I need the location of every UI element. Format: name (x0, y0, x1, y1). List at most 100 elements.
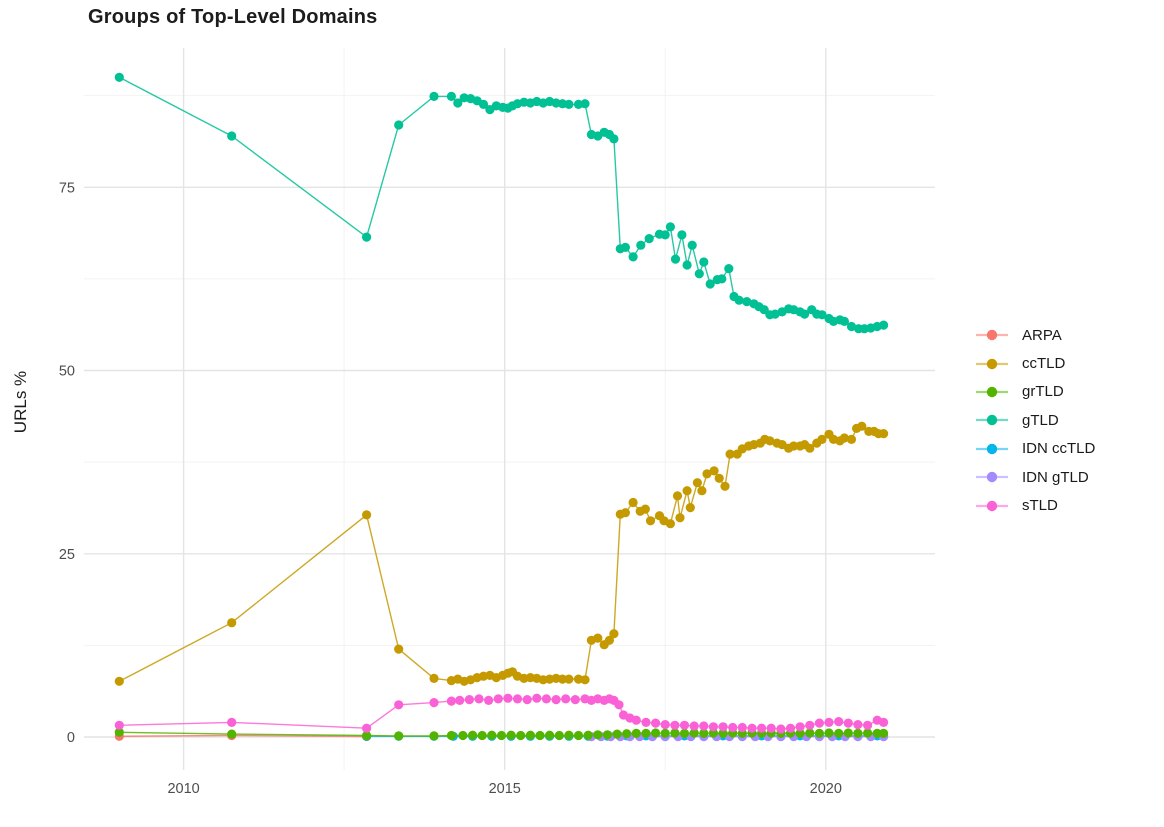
data-point-gtld (665, 222, 676, 232)
data-point-gtld (114, 72, 124, 82)
data-point-gtld (446, 91, 456, 101)
data-point-cctld (114, 676, 124, 686)
legend-item-gtld: gTLD (974, 406, 1095, 434)
chart-title: Groups of Top-Level Domains (88, 6, 378, 28)
data-point-grtld (573, 730, 584, 741)
data-point-gtld (717, 274, 727, 284)
legend-label-arpa: ARPA (1022, 326, 1062, 344)
data-point-stld (728, 722, 738, 733)
legend-label-idn-cctld: IDN ccTLD (1022, 440, 1096, 458)
data-point-grtld (689, 728, 699, 738)
data-point-gtld (670, 254, 681, 264)
legend-label-grtld: grTLD (1022, 383, 1064, 401)
data-point-stld (863, 720, 873, 730)
data-point-stld (493, 694, 503, 704)
data-point-stld (747, 723, 757, 733)
data-point-grtld (660, 728, 670, 739)
data-point-gtld (817, 310, 827, 320)
gridlines-minor (84, 48, 935, 770)
data-point-grtld (227, 729, 237, 739)
data-point-stld (522, 695, 532, 705)
data-point-gtld (628, 252, 638, 262)
data-point-grtld (516, 730, 526, 741)
data-point-stld (614, 700, 624, 710)
legend-label-cctld: ccTLD (1022, 355, 1066, 373)
data-point-grtld (795, 728, 805, 739)
data-point-stld (532, 693, 542, 703)
legend-key-stld (976, 500, 1008, 511)
data-point-cctld (593, 633, 603, 643)
x-tick-label: 2020 (810, 781, 842, 797)
data-point-stld (737, 722, 747, 733)
data-point-gtld (453, 98, 463, 108)
data-point-cctld (394, 644, 404, 654)
data-point-stld (651, 718, 661, 728)
legend-key-idn-cctld (976, 443, 1008, 454)
data-point-cctld (682, 486, 692, 496)
data-point-gtld (362, 232, 372, 242)
y-axis-title: URLs % (11, 370, 30, 434)
data-point-gtld (609, 134, 619, 144)
data-point-cctld (645, 516, 656, 526)
data-point-grtld (834, 728, 844, 739)
data-point-grtld (699, 728, 709, 739)
data-point-grtld (468, 730, 478, 740)
legend-key-grtld (976, 386, 1008, 398)
data-point-stld (429, 698, 439, 708)
data-point-gtld (694, 269, 704, 279)
data-point-grtld (853, 728, 863, 739)
data-point-stld (362, 723, 372, 733)
data-point-gtld (478, 99, 489, 109)
y-tick-label: 50 (59, 364, 75, 380)
y-axis-ticks: 0 25 50 75 (59, 180, 75, 746)
data-point-grtld (805, 728, 815, 738)
data-point-stld (679, 720, 690, 730)
data-point-cctld (685, 503, 695, 513)
data-point-cctld (725, 449, 735, 459)
series-gtld (114, 72, 889, 334)
data-point-gtld (734, 295, 744, 305)
data-point-cctld (709, 466, 719, 476)
series-line-gtld (118, 76, 884, 330)
data-point-grtld (651, 728, 661, 738)
data-point-gtld (687, 240, 697, 250)
data-point-stld (814, 718, 825, 728)
data-point-stld (551, 695, 561, 705)
data-point-cctld (580, 675, 590, 685)
x-axis-ticks: 2010 2015 2020 (167, 781, 841, 797)
data-point-grtld (612, 729, 622, 739)
data-point-grtld (670, 728, 680, 738)
legend-item-arpa: ARPA (974, 321, 1095, 349)
data-point-gtld (839, 316, 850, 326)
legend-item-grtld: grTLD (974, 378, 1095, 406)
x-tick-label: 2015 (489, 781, 521, 797)
data-point-stld (689, 721, 699, 731)
data-point-grtld (545, 730, 555, 740)
data-point-stld (503, 693, 513, 703)
data-point-stld (394, 700, 404, 710)
data-point-cctld (692, 478, 703, 488)
data-point-stld (757, 723, 767, 733)
data-point-stld (114, 720, 124, 730)
data-point-gtld (580, 99, 590, 109)
data-point-gtld (724, 264, 734, 274)
data-point-grtld (863, 728, 873, 738)
data-point-stld (660, 720, 670, 730)
series-cctld (114, 421, 889, 686)
data-point-cctld (620, 508, 631, 518)
data-point-cctld (702, 469, 712, 479)
data-point-stld (766, 723, 776, 733)
data-point-cctld (765, 436, 775, 446)
legend: ARPA ccTLD grTLD gTLD IDN ccTLD IDN gTLD sTLD (974, 321, 1095, 520)
series-grtld (114, 727, 889, 741)
data-point-gtld (699, 257, 709, 267)
data-point-cctld (846, 434, 857, 444)
data-point-cctld (857, 421, 867, 431)
data-point-grtld (583, 730, 593, 740)
data-point-stld (464, 695, 474, 705)
data-point-grtld (843, 728, 853, 738)
data-point-cctld (604, 635, 615, 645)
data-point-cctld (628, 497, 638, 508)
